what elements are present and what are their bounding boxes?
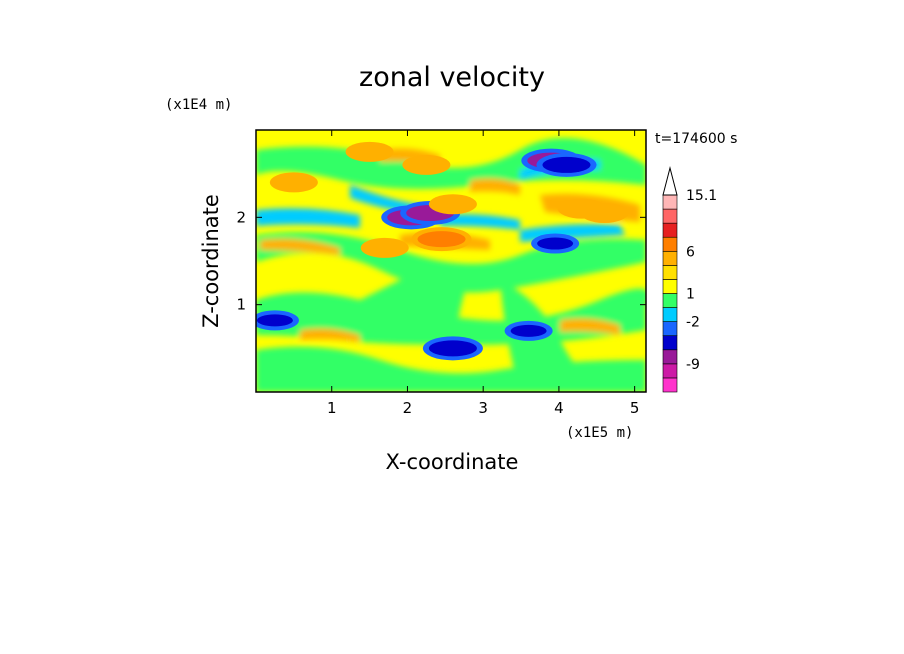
plot-frame	[255, 129, 647, 393]
x-axis-label: X-coordinate	[386, 450, 519, 474]
contour-core-4	[537, 237, 574, 250]
y-unit-label: (x1E4 m)	[165, 97, 232, 113]
contour-core-6	[428, 340, 477, 357]
contour-core-8	[417, 231, 466, 248]
contour-core-7	[510, 324, 547, 337]
colorbar-segment-2	[662, 349, 678, 365]
colorbar-label-2: 1	[686, 287, 695, 303]
colorbar-segment-11	[662, 222, 678, 238]
colorbar-segment-4	[662, 321, 678, 337]
colorbar-label-1: 6	[686, 244, 695, 260]
colorbar-segment-3	[662, 335, 678, 351]
colorbar-segment-13	[662, 194, 678, 210]
chart-title: zonal velocity	[359, 62, 545, 93]
colorbar-segment-7	[662, 279, 678, 294]
y-axis-label: Z-coordinate	[199, 194, 223, 328]
contour-core-13	[434, 198, 471, 211]
colorbar-segment-0	[662, 377, 678, 393]
y-tick-label-0: 1	[236, 296, 246, 314]
colorbar-segment-12	[662, 208, 678, 224]
y-tick-label-1: 2	[236, 208, 246, 226]
time-label: t=174600 s	[655, 131, 737, 147]
x-axis: 1 2 3 4 5	[327, 130, 639, 417]
colorbar-arrow	[662, 166, 678, 196]
y-axis: 12	[236, 208, 646, 314]
colorbar-segment-9	[662, 250, 678, 266]
contour-marks	[256, 141, 629, 361]
contour-core-14	[366, 241, 403, 254]
colorbar-label-0: 15.1	[686, 188, 717, 204]
contour-core-15	[275, 176, 312, 189]
colorbar-segment-6	[662, 293, 678, 308]
x-unit-label: (x1E5 m)	[566, 425, 633, 441]
colorbar-label-4: -9	[686, 357, 700, 373]
colorbar-segment-8	[662, 265, 678, 280]
colorbar-segment-1	[662, 363, 678, 379]
contour-core-5	[256, 314, 293, 327]
colorbar: 15.1 6 1 -2 -9	[662, 166, 717, 393]
contour-core-10	[586, 206, 623, 219]
x-tick-label-4: 5	[630, 399, 640, 417]
x-tick-label-3: 4	[554, 399, 564, 417]
x-tick-label-2: 3	[478, 399, 488, 417]
contour-core-11	[351, 145, 388, 158]
colorbar-segment-10	[662, 236, 678, 252]
colorbar-label-3: -2	[686, 315, 700, 331]
contour-core-12	[408, 158, 445, 171]
colorbar-segment-5	[662, 307, 678, 322]
contour-field	[256, 130, 646, 392]
x-tick-label-1: 2	[403, 399, 413, 417]
contour-core-3	[542, 156, 591, 173]
x-tick-label-0: 1	[327, 399, 337, 417]
